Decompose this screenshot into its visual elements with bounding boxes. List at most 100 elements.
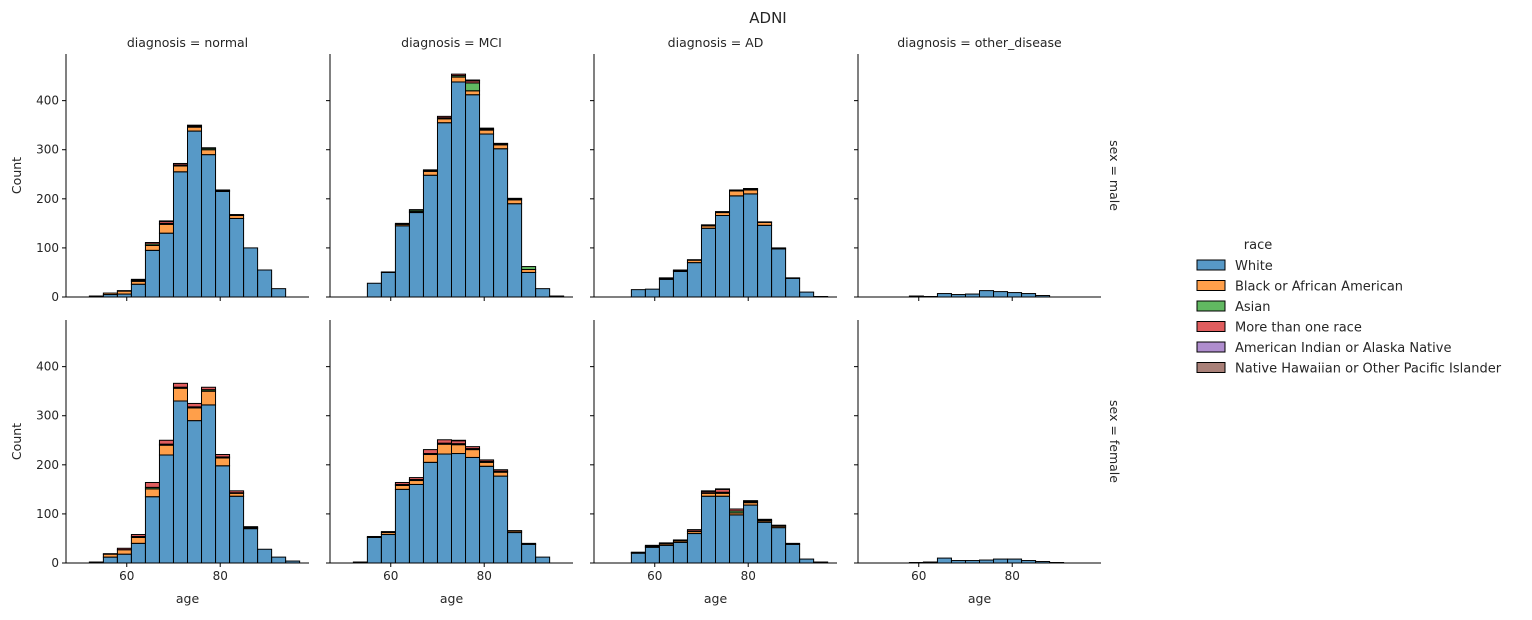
legend-label: Asian bbox=[1235, 300, 1270, 315]
histogram-bar bbox=[188, 127, 202, 131]
histogram-bar bbox=[508, 204, 522, 297]
histogram-bar bbox=[800, 292, 814, 297]
histogram-bar bbox=[131, 284, 145, 297]
histogram-bar bbox=[522, 543, 536, 544]
histogram-bar bbox=[980, 291, 994, 297]
histogram-bar bbox=[687, 534, 701, 563]
histogram-bar bbox=[772, 528, 786, 563]
histogram-bar bbox=[437, 119, 451, 123]
histogram-bar bbox=[173, 383, 187, 387]
histogram-bar bbox=[173, 163, 187, 164]
histogram-bar bbox=[480, 130, 494, 134]
legend-item: Black or African American bbox=[1197, 280, 1403, 295]
histogram-bar bbox=[994, 292, 1008, 297]
histogram-bar bbox=[409, 481, 423, 485]
x-axis-label: age bbox=[440, 591, 464, 606]
histogram-bar bbox=[480, 462, 494, 466]
histogram-bar bbox=[258, 270, 272, 297]
x-tick-label: 80 bbox=[1005, 569, 1020, 583]
histogram-bar bbox=[244, 248, 258, 297]
histogram-bar bbox=[452, 454, 466, 563]
legend-item: Native Hawaiian or Other Pacific Islande… bbox=[1197, 362, 1502, 377]
histogram-bar bbox=[188, 408, 202, 421]
histogram-bar bbox=[103, 557, 117, 563]
legend-label: Native Hawaiian or Other Pacific Islande… bbox=[1235, 362, 1502, 377]
histogram-bar bbox=[395, 489, 409, 563]
legend-swatch bbox=[1197, 281, 1225, 291]
histogram-bar bbox=[758, 522, 772, 563]
histogram-bar bbox=[800, 559, 814, 563]
histogram-bar bbox=[645, 289, 659, 297]
histogram-bar bbox=[230, 218, 244, 297]
y-tick-label: 200 bbox=[36, 192, 59, 206]
legend-title: race bbox=[1244, 238, 1272, 253]
histogram-bar bbox=[772, 249, 786, 297]
histogram-bar bbox=[480, 460, 494, 461]
y-tick-label: 0 bbox=[51, 290, 59, 304]
histogram-bar bbox=[480, 128, 494, 129]
histogram-bar bbox=[367, 536, 381, 537]
histogram-bar bbox=[202, 155, 216, 297]
histogram-bar bbox=[188, 125, 202, 126]
histogram-bar bbox=[131, 535, 145, 537]
y-tick-label: 400 bbox=[36, 94, 59, 108]
legend-item: White bbox=[1197, 259, 1273, 274]
histogram-bar bbox=[103, 293, 117, 294]
facet-column-title: diagnosis = MCI bbox=[401, 35, 502, 50]
x-axis-label: age bbox=[704, 591, 728, 606]
histogram-bar bbox=[701, 228, 715, 297]
histogram-bar bbox=[744, 194, 758, 297]
legend-swatch bbox=[1197, 322, 1225, 332]
histogram-bar bbox=[202, 391, 216, 405]
x-tick-label: 60 bbox=[911, 569, 926, 583]
histogram-bar bbox=[673, 542, 687, 563]
histogram-bar bbox=[437, 116, 451, 117]
legend-swatch bbox=[1197, 260, 1225, 270]
histogram-bar bbox=[466, 95, 480, 297]
histogram-bar bbox=[786, 544, 800, 563]
facet-column-title: diagnosis = normal bbox=[127, 35, 248, 50]
histogram-bar bbox=[744, 501, 758, 502]
histogram-bar bbox=[131, 537, 145, 543]
legend-swatch bbox=[1197, 301, 1225, 311]
facet-column-title: diagnosis = other_disease bbox=[897, 35, 1062, 50]
histogram-bar bbox=[145, 482, 159, 487]
histogram-bar bbox=[381, 532, 395, 533]
histogram-bar bbox=[423, 455, 437, 463]
legend-item: American Indian or Alaska Native bbox=[1197, 341, 1451, 356]
x-tick-label: 60 bbox=[119, 569, 134, 583]
chart-title: ADNI bbox=[749, 9, 786, 27]
histogram-bar bbox=[423, 450, 437, 454]
histogram-bar bbox=[645, 545, 659, 546]
x-axis-label: age bbox=[176, 591, 200, 606]
histogram-bar bbox=[188, 403, 202, 406]
histogram-bar bbox=[381, 272, 395, 297]
histogram-bar bbox=[437, 123, 451, 297]
y-tick-label: 0 bbox=[51, 556, 59, 570]
x-axis-label: age bbox=[968, 591, 992, 606]
histogram-bar bbox=[522, 267, 536, 270]
histogram-bar bbox=[508, 533, 522, 563]
histogram-bar bbox=[466, 447, 480, 449]
histogram-bar bbox=[173, 172, 187, 297]
y-tick-label: 100 bbox=[36, 507, 59, 521]
histogram-bar bbox=[466, 457, 480, 563]
histogram-bar bbox=[631, 553, 645, 563]
legend-label: American Indian or Alaska Native bbox=[1235, 341, 1451, 356]
histogram-bar bbox=[452, 445, 466, 454]
legend-label: White bbox=[1235, 259, 1273, 274]
legend-label: More than one race bbox=[1235, 321, 1362, 336]
facet-panel-r0-c2: diagnosis = AD bbox=[590, 35, 837, 301]
histogram-bar bbox=[937, 294, 951, 297]
legend-item: More than one race bbox=[1197, 321, 1362, 336]
histogram-bar bbox=[716, 496, 730, 563]
histogram-bar bbox=[216, 191, 230, 297]
histogram-bar bbox=[188, 131, 202, 297]
histogram-bar bbox=[145, 243, 159, 244]
histogram-bar bbox=[423, 462, 437, 563]
histogram-bar bbox=[452, 82, 466, 297]
histogram-bar bbox=[216, 455, 230, 457]
